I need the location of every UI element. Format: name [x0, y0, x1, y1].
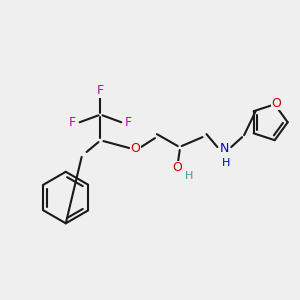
Text: O: O [172, 161, 182, 174]
Text: O: O [130, 142, 140, 154]
Text: H: H [184, 171, 193, 181]
Text: N: N [220, 142, 229, 154]
Text: F: F [69, 116, 76, 129]
Text: H: H [222, 158, 230, 168]
Text: O: O [272, 97, 282, 110]
Text: F: F [124, 116, 132, 129]
Text: F: F [97, 84, 104, 97]
